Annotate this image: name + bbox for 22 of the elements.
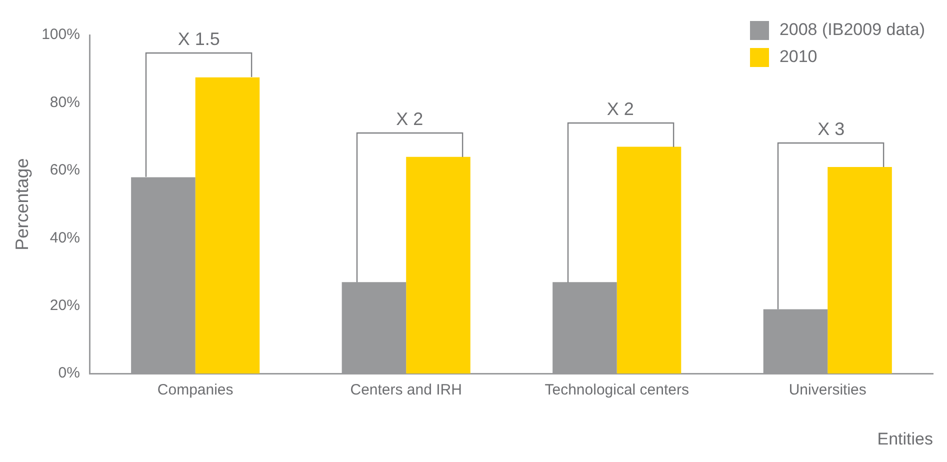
x-tick-label: Companies: [157, 382, 234, 399]
x-axis-title: Entities: [877, 429, 933, 448]
annotation: X 3: [816, 119, 846, 140]
bar: [406, 156, 470, 374]
legend-label: 2010: [779, 47, 818, 67]
bar: [616, 146, 682, 374]
y-tick-label: 40%: [50, 229, 80, 246]
x-tick-label: Technological centers: [544, 382, 689, 399]
annotation: X 1.5: [176, 29, 221, 50]
annotation: X 2: [395, 108, 424, 129]
legend-label: 2008 (IB2009 data): [779, 20, 925, 40]
y-tick-label: 60%: [50, 162, 80, 179]
x-tick-label: Centers and IRH: [350, 382, 462, 399]
bar: [828, 167, 892, 374]
y-axis-title: Percentage: [12, 158, 32, 250]
y-tick-label: 20%: [50, 297, 80, 314]
bar: [195, 77, 260, 374]
annotation: X 2: [606, 98, 635, 119]
y-tick-label: 100%: [42, 26, 80, 44]
y-tick-label: 80%: [50, 94, 80, 111]
y-tick-label: 0%: [58, 364, 80, 382]
x-tick-label: Universities: [788, 382, 866, 399]
